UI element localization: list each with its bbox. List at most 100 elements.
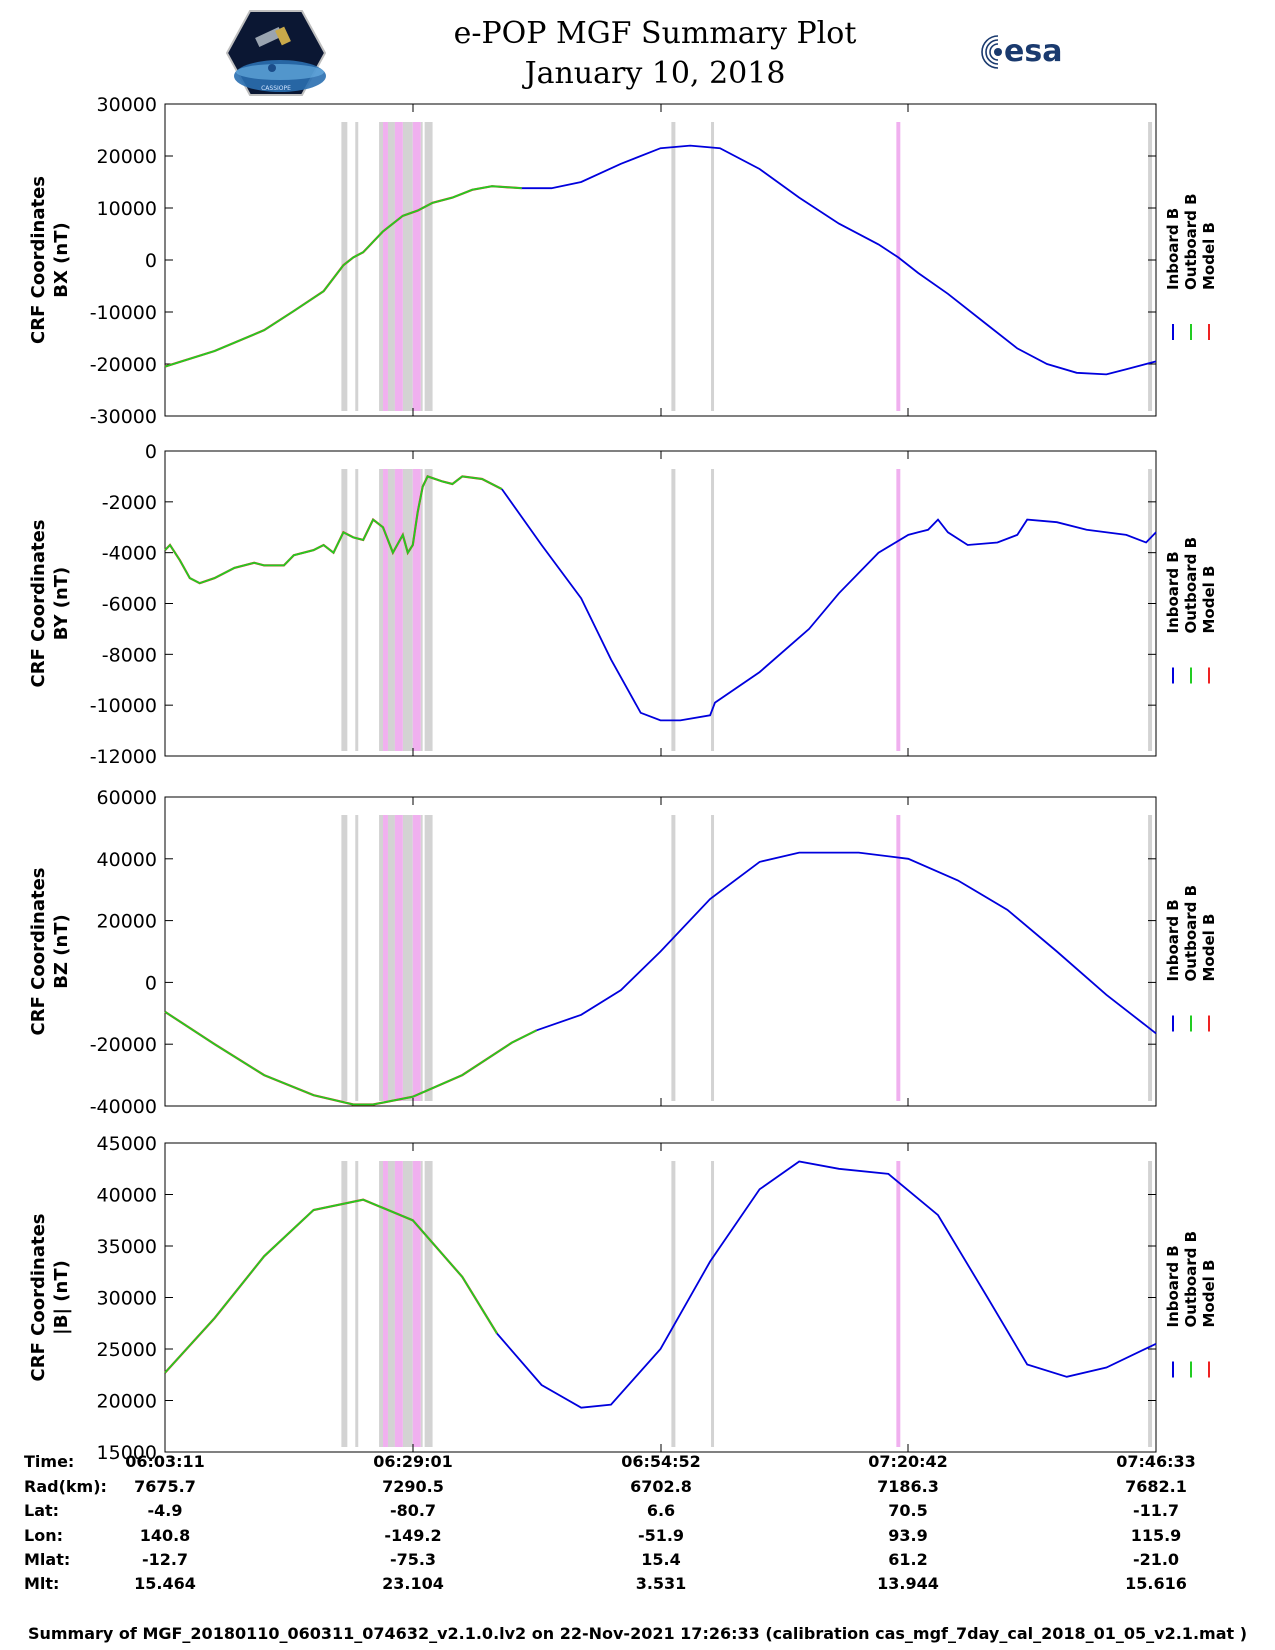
gap-band-gray xyxy=(379,469,384,751)
gap-band-gray xyxy=(424,1161,433,1447)
gap-band-gray xyxy=(341,1161,348,1447)
series-model-b xyxy=(164,1198,498,1374)
row-label-lat: Lat: xyxy=(24,1501,60,1520)
esa-logo-text: esa xyxy=(1004,34,1062,69)
gap-band-gray xyxy=(379,122,384,411)
gap-band-pink xyxy=(394,815,403,1101)
table-cell: 06:54:52 xyxy=(621,1452,701,1471)
y-axis-label-line: CRF Coordinates xyxy=(28,176,49,344)
title-line-1: e-POP MGF Summary Plot xyxy=(453,16,857,51)
y-axis-label-line: CRF Coordinates xyxy=(28,520,49,688)
plot-frame xyxy=(164,450,1157,757)
y-tick-label: -20000 xyxy=(90,1034,157,1056)
table-cell: 93.9 xyxy=(888,1526,928,1545)
gap-band-pink xyxy=(383,122,388,411)
legend-label: Outboard B xyxy=(1182,537,1200,634)
gap-band-gray xyxy=(387,122,395,411)
series-inboard-b xyxy=(521,144,1157,376)
table-cell: 07:20:42 xyxy=(868,1452,948,1471)
y-tick-label: 45000 xyxy=(97,1133,157,1155)
legend-label: Model B xyxy=(1200,914,1218,982)
series-model-b xyxy=(164,475,503,585)
gap-band-gray xyxy=(420,122,423,411)
gap-band-gray xyxy=(711,815,715,1101)
legend-label: Model B xyxy=(1200,1260,1218,1328)
y-axis-label-line: CRF Coordinates xyxy=(28,868,49,1036)
table-cell: 7675.7 xyxy=(134,1477,196,1496)
y-tick-label: -20000 xyxy=(90,354,157,376)
gap-band-gray xyxy=(671,815,676,1101)
gap-band-pink xyxy=(896,815,901,1101)
series-inboard-b xyxy=(536,851,1157,1035)
series-inboard-b xyxy=(501,488,1157,722)
esa-logo: esa xyxy=(981,34,1062,69)
row-label-time: Time: xyxy=(24,1452,75,1471)
table-cell: 7682.1 xyxy=(1125,1477,1187,1496)
y-tick-label: -8000 xyxy=(102,644,157,666)
gap-band-gray xyxy=(671,1161,676,1447)
legend-label: Inboard B xyxy=(1164,551,1182,633)
table-cell: 3.531 xyxy=(635,1574,687,1593)
gap-band-pink xyxy=(383,815,388,1101)
y-axis-label: CRF Coordinates BZ (nT) xyxy=(28,868,72,1036)
gap-band-gray xyxy=(711,122,715,411)
table-cell: -51.9 xyxy=(637,1526,685,1545)
table-cell: -4.9 xyxy=(147,1501,183,1520)
legend-label: Outboard B xyxy=(1182,1231,1200,1328)
gap-band-gray xyxy=(671,122,676,411)
plot-frame xyxy=(164,103,1157,417)
table-cell: -75.3 xyxy=(389,1550,437,1569)
gap-band-gray xyxy=(420,815,423,1101)
series-outboard-b xyxy=(164,1198,498,1374)
y-tick-label: -2000 xyxy=(102,492,157,514)
y-tick-label: 30000 xyxy=(97,94,157,116)
row-label-mlat: Mlat: xyxy=(24,1550,71,1569)
table-cell: 140.8 xyxy=(139,1526,191,1545)
series-model-b xyxy=(164,1010,538,1106)
y-axis-label-line: CRF Coordinates xyxy=(28,1214,49,1382)
legend-label: Outboard B xyxy=(1182,885,1200,982)
gap-band-gray xyxy=(1148,1161,1153,1447)
row-label-rad: Rad(km): xyxy=(24,1477,107,1496)
series-inboard-b xyxy=(496,1160,1157,1409)
gap-band-pink xyxy=(383,469,388,751)
table-cell: 7186.3 xyxy=(877,1477,939,1496)
gap-band-pink xyxy=(412,815,421,1101)
gap-band-pink xyxy=(896,1161,901,1447)
panel-bx: -30000 -20000 -10000 0 10000 20000 30000 CRF Co… xyxy=(28,94,1218,428)
gap-band-gray xyxy=(1148,122,1153,411)
plot-frame xyxy=(164,1142,1157,1453)
gap-band-gray xyxy=(424,469,433,751)
gap-band-gray xyxy=(424,122,433,411)
gap-band-gray xyxy=(402,469,413,751)
y-tick-label: 0 xyxy=(145,441,157,463)
table-cell: -149.2 xyxy=(384,1526,442,1545)
y-tick-label: -40000 xyxy=(90,1096,157,1118)
table-cell: 23.104 xyxy=(382,1574,444,1593)
table-cell: 61.2 xyxy=(888,1550,928,1569)
y-tick-label: 10000 xyxy=(97,198,157,220)
table-cell: 06:03:11 xyxy=(125,1452,205,1471)
panel-by: -12000 -10000 -8000 -6000 -4000 -2000 0 CRF Coo… xyxy=(28,441,1218,768)
panel-bz: -40000 -20000 0 20000 40000 60000 CRF Coordina… xyxy=(28,787,1218,1118)
gap-band-gray xyxy=(420,1161,423,1447)
y-tick-label: 25000 xyxy=(97,1339,157,1361)
table-cell: 13.944 xyxy=(877,1574,939,1593)
footer-caption: Summary of MGF_20180110_060311_074632_v2… xyxy=(27,1624,1248,1643)
table-cell: 7290.5 xyxy=(382,1477,444,1496)
gap-band-gray xyxy=(711,469,715,751)
y-tick-label: -10000 xyxy=(90,302,157,324)
y-tick-label: -10000 xyxy=(90,695,157,717)
y-tick-label: 60000 xyxy=(97,787,157,809)
gap-band-gray xyxy=(379,815,384,1101)
y-axis-label-line: BY (nT) xyxy=(51,567,72,641)
y-axis-label: CRF Coordinates BY (nT) xyxy=(28,520,72,688)
y-tick-label: -4000 xyxy=(102,543,157,565)
gap-band-pink xyxy=(394,1161,403,1447)
gap-band-gray xyxy=(1148,469,1153,751)
gap-band-gray xyxy=(341,122,348,411)
gap-band-pink xyxy=(412,469,421,751)
y-tick-label: 35000 xyxy=(97,1236,157,1258)
table-cell: 15.4 xyxy=(641,1550,681,1569)
gap-band-gray xyxy=(387,469,395,751)
